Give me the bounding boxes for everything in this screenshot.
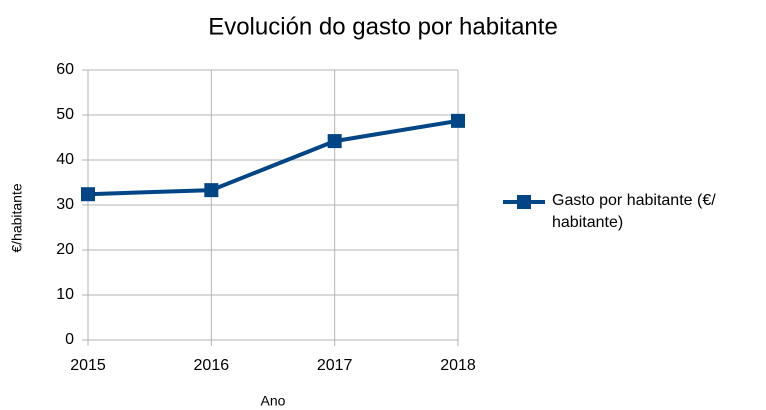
x-axis-label: Ano bbox=[261, 393, 286, 409]
x-tick-label: 2017 bbox=[317, 357, 353, 374]
series-marker bbox=[204, 183, 219, 198]
series-marker bbox=[327, 134, 342, 149]
y-tick-label: 20 bbox=[56, 241, 74, 258]
x-tick-label: 2015 bbox=[70, 357, 106, 374]
y-tick-label: 50 bbox=[56, 106, 74, 123]
y-axis-label: €/habitante bbox=[9, 183, 25, 252]
chart-title: Evolución do gasto por habitante bbox=[208, 13, 558, 40]
x-tick-label: 2016 bbox=[194, 357, 230, 374]
y-tick-label: 60 bbox=[56, 61, 74, 78]
series-marker bbox=[81, 187, 95, 202]
y-tick-label: 0 bbox=[65, 331, 74, 348]
y-tick-label: 10 bbox=[56, 286, 74, 303]
y-tick-label: 40 bbox=[56, 151, 74, 168]
x-tick-label: 2018 bbox=[440, 357, 476, 374]
legend-marker bbox=[517, 195, 531, 209]
series-line bbox=[87, 118, 459, 197]
legend-label: Gasto por habitante (€/ habitante) bbox=[552, 192, 716, 231]
series-marker bbox=[451, 113, 465, 128]
y-tick-label: 30 bbox=[56, 196, 74, 213]
